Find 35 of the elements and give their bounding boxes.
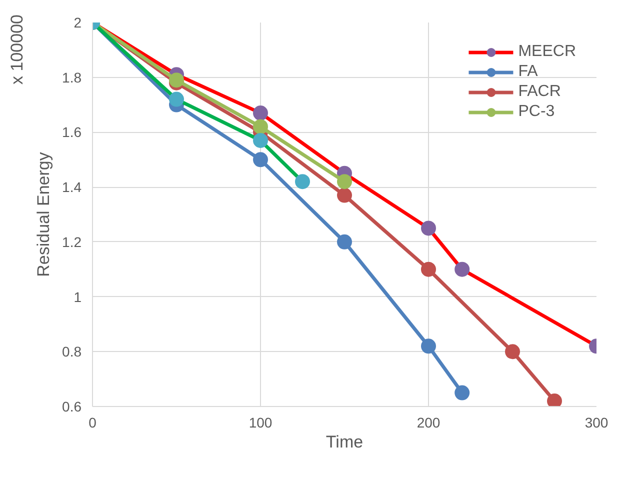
x-axis-title: Time — [326, 432, 364, 452]
point — [253, 119, 268, 134]
legend-label: FACR — [518, 83, 561, 101]
y-tick-label: 0.6 — [62, 398, 82, 414]
x-tick-label: 0 — [88, 414, 97, 430]
y-tick-label: 1 — [74, 288, 82, 305]
legend-label: FA — [518, 63, 538, 81]
y-tick-label: 1.2 — [62, 234, 82, 250]
point — [337, 174, 352, 190]
point — [421, 262, 436, 277]
point — [454, 262, 470, 277]
point — [253, 152, 268, 168]
legend-label: PC-3 — [518, 103, 555, 121]
x-tick-label: 100 — [248, 414, 272, 430]
point — [253, 106, 268, 120]
point — [253, 132, 268, 148]
point — [169, 92, 184, 107]
y-tick-label: 1.6 — [62, 124, 82, 140]
point — [421, 338, 436, 354]
point — [337, 188, 352, 203]
point — [295, 174, 310, 190]
point — [547, 394, 562, 406]
y-tick-label: 1.4 — [62, 179, 82, 196]
legend-label: MEECR — [518, 43, 576, 61]
x-tick-label: 200 — [416, 414, 440, 430]
y-tick-label: 1.8 — [62, 69, 82, 86]
point — [337, 234, 352, 250]
x-tick-label: 300 — [584, 414, 608, 430]
y-tick-label: 2 — [74, 14, 82, 30]
point — [421, 220, 436, 236]
point — [454, 385, 470, 400]
y-axis-title: Residual Energy — [34, 152, 54, 277]
text: x 100000 — [8, 14, 26, 84]
y-tick-label: 0.8 — [62, 344, 82, 360]
point — [505, 344, 520, 360]
